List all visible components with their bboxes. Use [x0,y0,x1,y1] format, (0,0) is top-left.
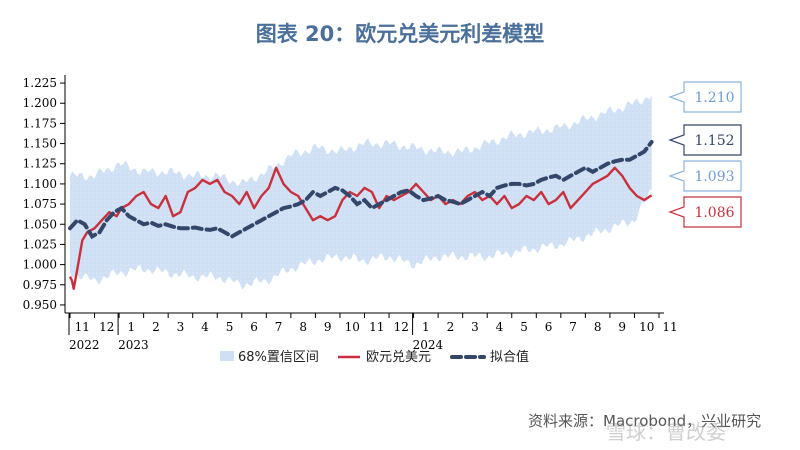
x-tick-label: 11 [662,320,677,334]
end-label-text: 1.210 [694,90,734,106]
x-tick-label: 9 [618,320,626,334]
x-tick-label: 10 [345,320,360,334]
chart-title: 图表 20：欧元兑美元利差模型 [255,22,545,46]
legend-label-eurusd: 欧元兑美元 [366,350,431,365]
y-tick-label: 1.075 [23,197,57,211]
x-tick-label: 6 [250,320,258,334]
series-fitted [68,140,654,240]
x-tick-label: 12 [99,320,114,334]
x-tick-label: 1 [422,320,430,334]
x-tick-label: 6 [545,320,553,334]
end-label-box [668,81,742,113]
x-tick-label: 1 [128,320,136,334]
x-tick-label: 8 [299,320,307,334]
year-label: 2023 [118,338,149,352]
x-tick-label: 3 [177,320,185,334]
end-label-box [668,124,742,156]
source-note: 资料来源：Macrobond，兴业研究 [528,412,762,430]
legend-item-eurusd: 欧元兑美元 [338,350,431,365]
legend-label-fitted: 拟合值 [490,349,529,365]
x-tick-label: 9 [324,320,332,334]
year-label: 2022 [69,338,100,352]
legend-item-band: 68%置信区间 [220,350,319,365]
year-label: 2024 [413,338,444,352]
x-tick-label: 3 [471,320,479,334]
x-tick-label: 11 [369,320,384,334]
end-label-text: 1.152 [694,133,734,149]
x-tick-label: 4 [201,320,209,334]
x-tick-label: 5 [226,320,234,334]
end-label-text: 1.093 [694,169,734,185]
x-tick-label: 7 [569,320,577,334]
y-tick-label: 1.125 [23,157,57,171]
legend-swatch-band [220,351,234,361]
y-tick-label: 0.950 [23,298,57,312]
y-tick-label: 1.025 [23,237,57,251]
x-tick-label: 12 [394,320,409,334]
x-tick-label: 2 [447,320,455,334]
x-tick-label: 7 [275,320,283,334]
x-tick-label: 10 [639,320,654,334]
series-layer [68,140,654,290]
legend-label-band: 68%置信区间 [238,350,319,365]
y-tick-label: 1.000 [23,258,57,272]
y-tick-label: 0.975 [23,278,57,292]
y-tick-label: 1.225 [23,76,57,90]
x-tick-label: 8 [594,320,602,334]
end-label-box [668,160,742,192]
x-tick-label: 11 [75,320,90,334]
end-label: 1.210 [668,81,742,113]
end-labels: 1.210 1.152 1.093 1.086 [668,81,742,228]
x-tick-label: 2 [152,320,160,334]
y-tick-label: 1.200 [23,96,57,110]
series-eurusd [68,166,653,290]
end-label-text: 1.086 [694,205,734,221]
y-tick-label: 1.175 [23,116,57,130]
watermark: 雪球：曹改委 [606,420,726,444]
axes: 0.950 0.975 1.000 1.025 1.050 1.075 1.100 1.125… [23,75,678,352]
end-label: 1.093 [668,160,742,192]
end-label: 1.086 [668,196,742,228]
x-tick-label: 4 [496,320,504,334]
end-label: 1.152 [668,124,742,156]
y-tick-label: 1.150 [23,137,57,151]
legend: 68%置信区间 欧元兑美元 拟合值 [220,349,529,365]
legend-item-fitted: 拟合值 [450,349,529,365]
y-tick-label: 1.050 [23,217,57,231]
end-label-box [668,196,742,228]
y-tick-label: 1.100 [23,177,57,191]
x-tick-label: 5 [520,320,528,334]
